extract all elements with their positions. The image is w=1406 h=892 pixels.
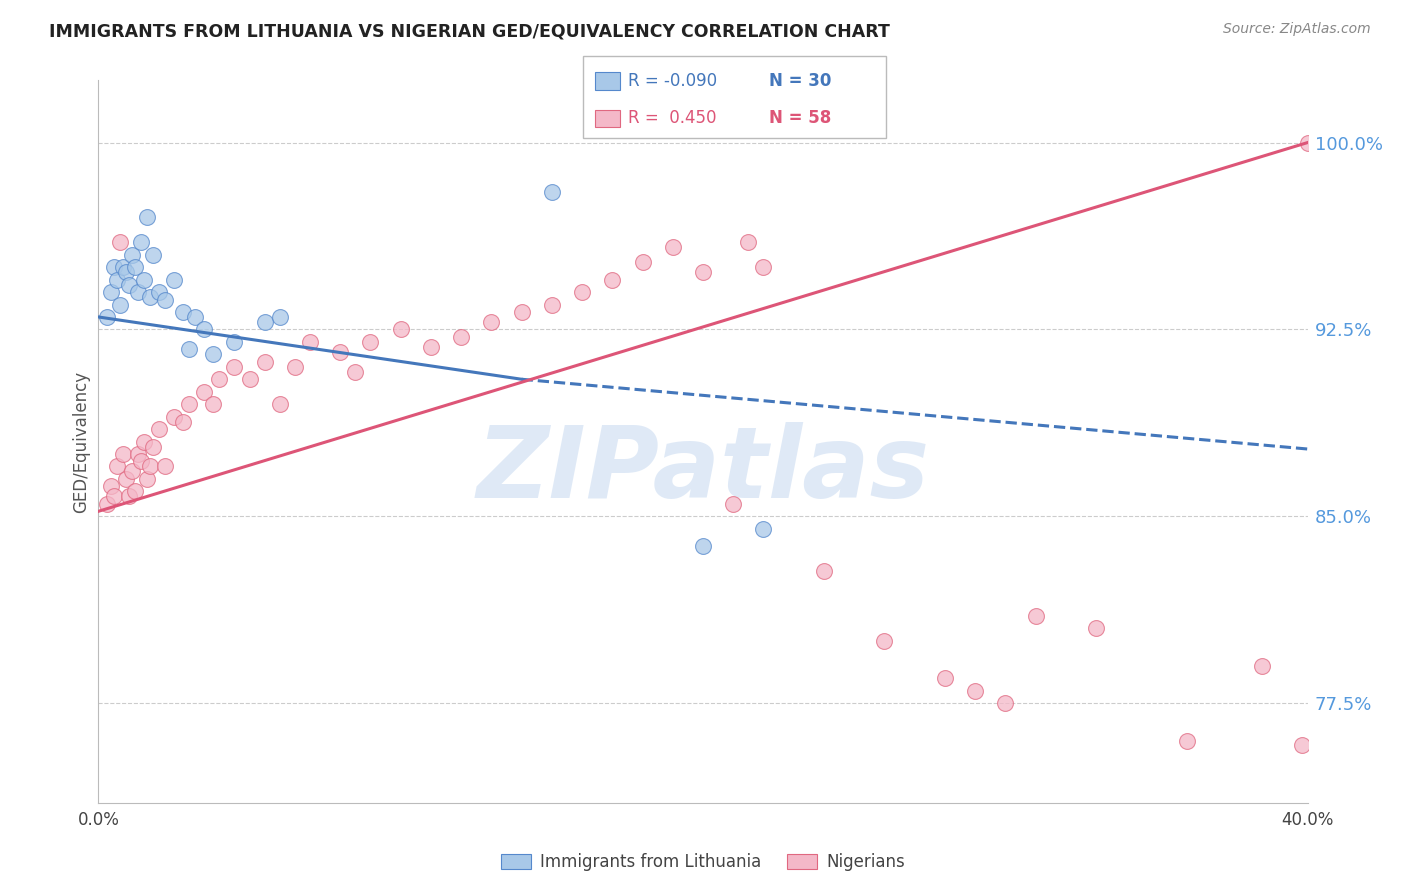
Point	[100, 285, 122, 299]
Point	[153, 459, 176, 474]
Point	[1085, 621, 1108, 635]
Point	[661, 240, 683, 254]
Text: R =  0.450: R = 0.450	[628, 110, 717, 128]
Point	[179, 397, 201, 411]
Point	[965, 683, 987, 698]
Point	[389, 322, 412, 336]
Point	[135, 472, 157, 486]
Point	[163, 272, 186, 286]
Point	[994, 696, 1017, 710]
Point	[139, 290, 162, 304]
Point	[752, 522, 775, 536]
Point	[1251, 658, 1274, 673]
Text: N = 30: N = 30	[769, 71, 831, 90]
Point	[105, 459, 128, 474]
Point	[163, 409, 186, 424]
Point	[450, 330, 472, 344]
Point	[360, 334, 382, 349]
Point	[148, 285, 170, 299]
Point	[132, 434, 155, 449]
Point	[124, 260, 146, 274]
Point	[118, 489, 141, 503]
Point	[737, 235, 759, 250]
Point	[540, 186, 562, 200]
Point	[135, 211, 157, 225]
Point	[96, 310, 118, 324]
Point	[329, 344, 352, 359]
Point	[142, 248, 165, 262]
Text: R = -0.090: R = -0.090	[628, 71, 717, 90]
Point	[692, 265, 714, 279]
Point	[1291, 739, 1313, 753]
Point	[121, 248, 143, 262]
Point	[105, 272, 128, 286]
Point	[103, 489, 125, 503]
Text: N = 58: N = 58	[769, 110, 831, 128]
Point	[172, 415, 194, 429]
Point	[224, 334, 246, 349]
Point	[1175, 733, 1198, 747]
Point	[1296, 136, 1319, 150]
Point	[239, 372, 262, 386]
Point	[631, 255, 654, 269]
Point	[121, 465, 143, 479]
Text: ZIPatlas: ZIPatlas	[477, 422, 929, 519]
Point	[100, 479, 122, 493]
Point	[103, 260, 125, 274]
Point	[127, 285, 149, 299]
Text: IMMIGRANTS FROM LITHUANIA VS NIGERIAN GED/EQUIVALENCY CORRELATION CHART: IMMIGRANTS FROM LITHUANIA VS NIGERIAN GE…	[49, 22, 890, 40]
Point	[208, 372, 231, 386]
Point	[118, 277, 141, 292]
Point	[934, 671, 956, 685]
Point	[813, 564, 835, 578]
Point	[172, 305, 194, 319]
Point	[510, 305, 533, 319]
Point	[481, 315, 503, 329]
Point	[224, 359, 246, 374]
Point	[202, 397, 225, 411]
Point	[153, 293, 176, 307]
Point	[540, 297, 562, 311]
Point	[253, 315, 276, 329]
Point	[184, 310, 207, 324]
Point	[752, 260, 775, 274]
Point	[723, 497, 745, 511]
Point	[114, 472, 136, 486]
Point	[129, 454, 152, 468]
Point	[111, 260, 134, 274]
Point	[571, 285, 593, 299]
Point	[602, 272, 624, 286]
Text: Source: ZipAtlas.com: Source: ZipAtlas.com	[1223, 22, 1371, 37]
Point	[193, 322, 215, 336]
Y-axis label: GED/Equivalency: GED/Equivalency	[72, 370, 90, 513]
Point	[108, 235, 131, 250]
Legend: Immigrants from Lithuania, Nigerians: Immigrants from Lithuania, Nigerians	[494, 847, 912, 878]
Point	[124, 484, 146, 499]
Point	[202, 347, 225, 361]
Point	[299, 334, 322, 349]
Point	[253, 355, 276, 369]
Point	[96, 497, 118, 511]
Point	[148, 422, 170, 436]
Point	[179, 343, 201, 357]
Point	[127, 447, 149, 461]
Point	[344, 365, 367, 379]
Point	[873, 633, 896, 648]
Point	[269, 310, 291, 324]
Point	[129, 235, 152, 250]
Point	[111, 447, 134, 461]
Point	[142, 440, 165, 454]
Point	[132, 272, 155, 286]
Point	[269, 397, 291, 411]
Point	[420, 340, 443, 354]
Point	[139, 459, 162, 474]
Point	[1024, 609, 1046, 624]
Point	[284, 359, 307, 374]
Point	[193, 384, 215, 399]
Point	[108, 297, 131, 311]
Point	[692, 539, 714, 553]
Point	[114, 265, 136, 279]
